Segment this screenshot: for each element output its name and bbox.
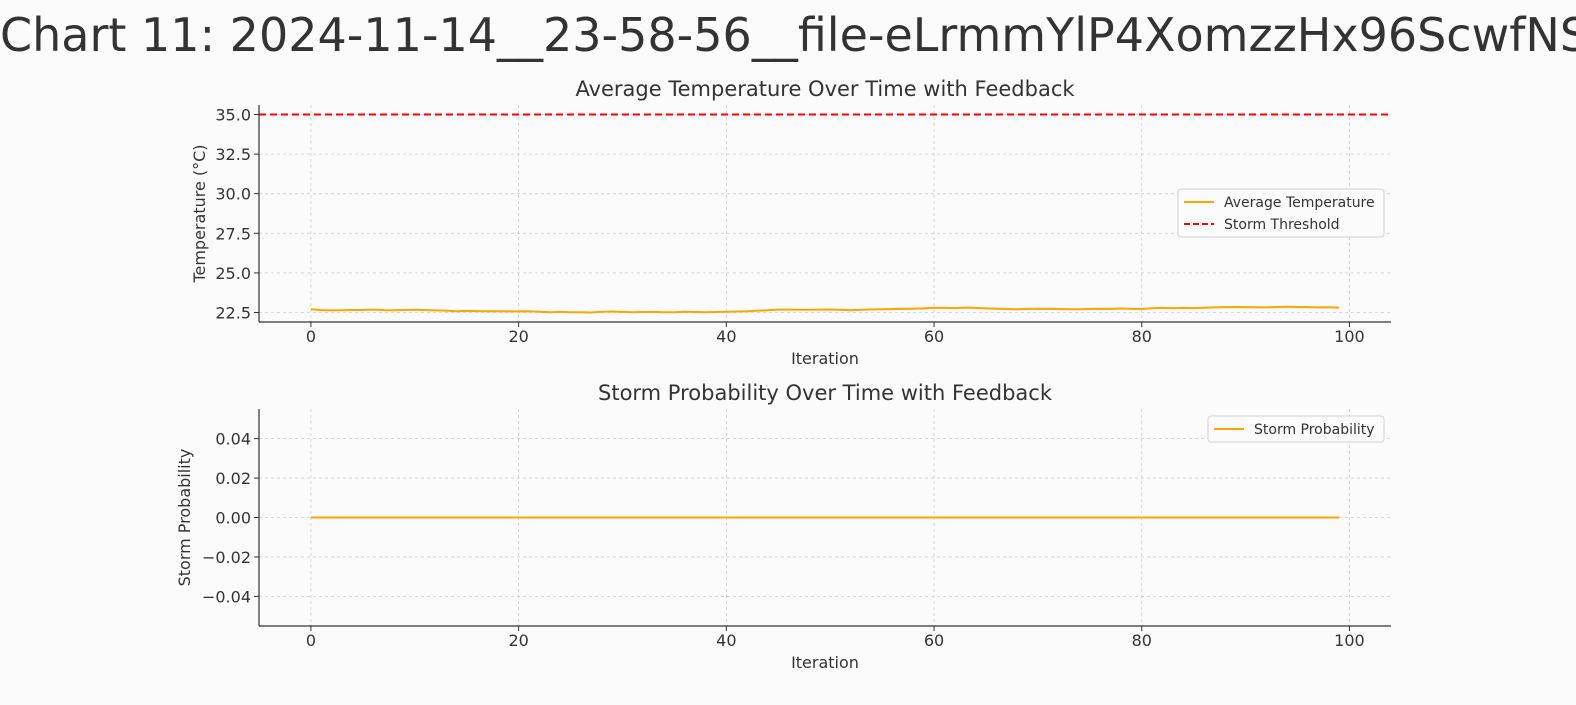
x-axis-label: Iteration xyxy=(791,653,859,672)
legend-label: Storm Probability xyxy=(1254,422,1375,438)
legend-box xyxy=(1177,188,1385,238)
y-tick-label: 0.04 xyxy=(215,430,251,449)
y-tick-label: 27.5 xyxy=(215,224,251,243)
legend-label: Storm Threshold xyxy=(1224,217,1340,233)
temperature-chart: 0 20 40 60 80 100 22.5 25.0 27.5 30.0 32.5 35.0 Aver… xyxy=(190,77,1391,368)
x-tick-label: 80 xyxy=(1132,631,1152,650)
y-tick-label: 35.0 xyxy=(215,106,251,125)
y-tick-label: 25.0 xyxy=(215,264,251,283)
x-tick-label: 0 xyxy=(306,631,316,650)
series-line xyxy=(310,305,1340,314)
x-tick-label: 60 xyxy=(924,327,944,346)
x-tick-label: 100 xyxy=(1334,327,1365,346)
x-tick-label: 100 xyxy=(1334,631,1365,650)
x-tick-label: 60 xyxy=(924,631,944,650)
y-tick-label: −0.02 xyxy=(202,548,251,567)
y-axis-label: Storm Probability xyxy=(175,449,194,587)
x-tick-label: 80 xyxy=(1132,327,1152,346)
x-tick-label: 20 xyxy=(508,631,528,650)
x-tick-label: 0 xyxy=(306,327,316,346)
y-axis-label: Temperature (°C) xyxy=(190,144,209,283)
y-tick-label: −0.04 xyxy=(202,587,251,606)
y-tick-label: 0.02 xyxy=(215,469,251,488)
storm-probability-chart: 0 20 40 60 80 100 −0.04 −0.02 0.00 0.02 0.04 Storm … xyxy=(175,381,1391,672)
page-title: Chart 11: 2024-11-14__23-58-56__file-eLr… xyxy=(0,8,1576,62)
x-axis-label: Iteration xyxy=(791,349,859,368)
legend-label: Average Temperature xyxy=(1224,195,1375,211)
x-tick-label: 40 xyxy=(716,327,736,346)
x-tick-label: 40 xyxy=(716,631,736,650)
x-tick-label: 20 xyxy=(508,327,528,346)
y-tick-label: 22.5 xyxy=(215,303,251,322)
chart-title: Storm Probability Over Time with Feedbac… xyxy=(598,381,1053,405)
y-tick-label: 30.0 xyxy=(215,185,251,204)
y-tick-label: 32.5 xyxy=(215,145,251,164)
legend-box xyxy=(1207,415,1385,443)
chart-title: Average Temperature Over Time with Feedb… xyxy=(575,77,1075,101)
y-tick-label: 0.00 xyxy=(215,509,251,528)
